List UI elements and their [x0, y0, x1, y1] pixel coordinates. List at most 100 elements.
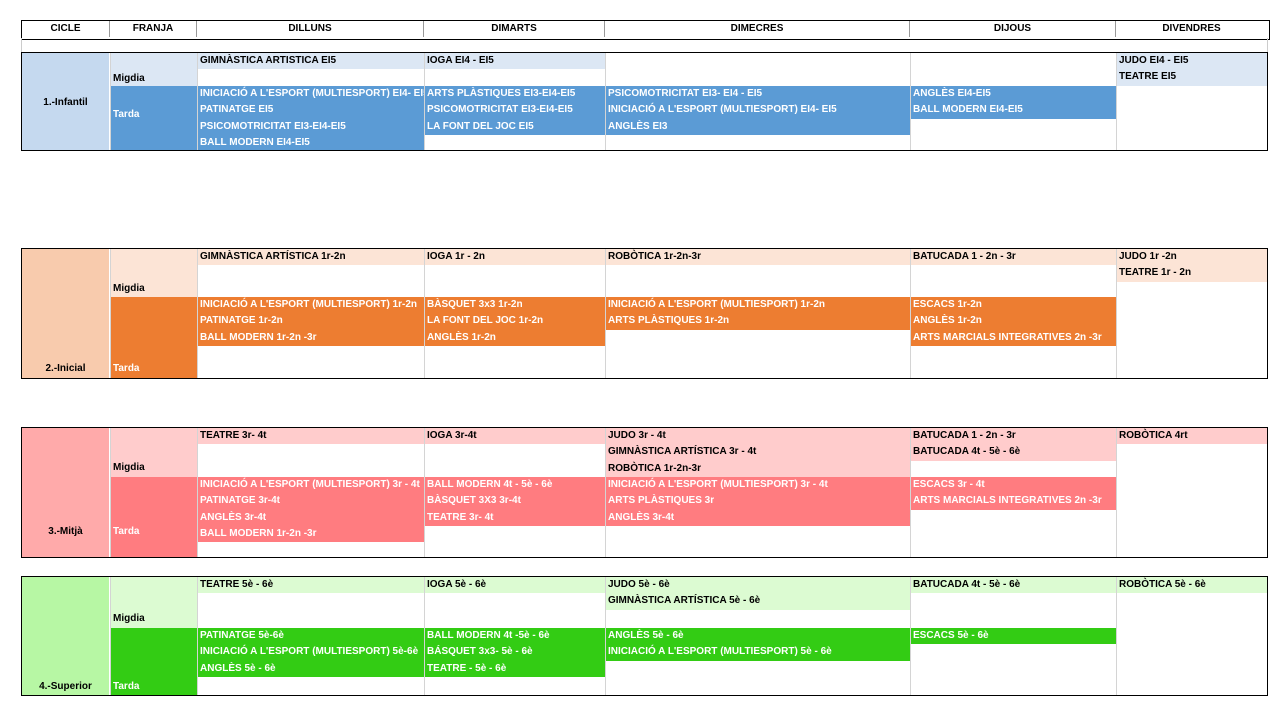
header-cicle: CICLE [22, 21, 110, 37]
afternoon-franja [110, 86, 197, 150]
midday-activity: GIMNÀSTICA ARTÍSTICA 3r - 4t [608, 446, 757, 458]
afternoon-activity: ANGLÈS 1r-2n [427, 331, 496, 343]
franja-tarda-label: Tarda [113, 526, 140, 537]
afternoon-activity: INICIACIÓ A L'ESPORT (MULTIESPORT) 1r-2n [200, 299, 418, 310]
midday-band [197, 428, 424, 445]
midday-activity: ROBÒTICA 1r-2n-3r [608, 251, 701, 262]
afternoon-activity: ANGLÈS 1r-2n [913, 315, 982, 327]
grid-line [110, 249, 111, 378]
afternoon-activity: TEATRE - 5è - 6è [427, 662, 507, 674]
grid-line [424, 428, 425, 557]
midday-franja [110, 53, 197, 86]
afternoon-activity: BALL MODERN EI4-EI5 [200, 136, 310, 148]
midday-band [424, 249, 605, 266]
afternoon-activity: PSICOMOTRICITAT EI3-EI4-EI5 [200, 120, 346, 132]
grid-line [1116, 249, 1117, 378]
afternoon-band [197, 477, 424, 543]
midday-activity: GIMNÀSTICA ARTÍSTICA 1r-2n [200, 251, 346, 262]
franja-tarda-label: Tarda [113, 681, 140, 692]
midday-band [910, 577, 1116, 594]
header-dimecres: DIMECRES [605, 21, 910, 37]
midday-activity: IOGA EI4 - EI5 [427, 55, 494, 66]
header-dilluns: DILLUNS [197, 21, 424, 37]
grid-line [197, 53, 198, 150]
franja-migdia-label: Migdia [113, 462, 145, 473]
afternoon-activity: ESCACS 5è - 6è [913, 630, 989, 641]
afternoon-activity: PATINATGE EI5 [200, 104, 274, 116]
afternoon-activity: ANGLÈS 5è - 6è [200, 662, 276, 674]
afternoon-activity: ANGLÈS 3r-4t [200, 511, 267, 523]
afternoon-franja [110, 297, 197, 378]
midday-activity: TEATRE EI5 [1119, 71, 1177, 83]
afternoon-band [424, 628, 605, 677]
afternoon-activity: ANGLÈS 3r-4t [608, 511, 675, 523]
afternoon-band [605, 628, 910, 661]
afternoon-band [605, 297, 910, 330]
midday-activity: TEATRE 5è - 6è [200, 579, 274, 590]
midday-activity: GIMNÀSTICA ARTÍSTICA 5è - 6è [608, 595, 761, 607]
midday-activity: IOGA 3r-4t [427, 430, 477, 441]
afternoon-activity: INICIACIÓ A L'ESPORT (MULTIESPORT) 5è - … [608, 646, 832, 658]
afternoon-activity: BÀSQUET 3x3 1r-2n [427, 299, 523, 310]
midday-activity: ROBÒTICA 5è - 6è [1119, 579, 1206, 590]
afternoon-franja [110, 628, 197, 695]
cycle-cell: 2.-Inicial [22, 249, 109, 378]
afternoon-activity: INICIACIÓ A L'ESPORT (MULTIESPORT) 3r - … [200, 479, 420, 490]
franja-tarda-label: Tarda [113, 109, 140, 120]
afternoon-activity: ANGLÈS 5è - 6è [608, 630, 684, 641]
franja-tarda-label: Tarda [113, 363, 140, 374]
afternoon-activity: BALL MODERN 1r-2n -3r [200, 331, 317, 343]
afternoon-activity: BALL MODERN 4t - 5è - 6è [427, 479, 553, 490]
midday-franja [110, 428, 197, 477]
grid-line [1116, 577, 1117, 695]
midday-activity: IOGA 1r - 2n [427, 251, 485, 262]
midday-band [197, 249, 424, 266]
grid-line [424, 53, 425, 150]
cycle-label: 2.-Inicial [45, 363, 86, 374]
midday-franja [110, 577, 197, 628]
afternoon-activity: INICIACIÓ A L'ESPORT (MULTIESPORT) 5è-6è [200, 646, 419, 658]
afternoon-activity: ARTS PLÀSTIQUES EI3-EI4-EI5 [427, 88, 576, 99]
afternoon-band [910, 297, 1116, 346]
grid-line [197, 428, 198, 557]
afternoon-activity: LA FONT DEL JOC 1r-2n [427, 315, 544, 327]
midday-activity: BATUCADA 4t - 5è - 6è [913, 579, 1021, 590]
grid-line [110, 577, 111, 695]
afternoon-band [605, 86, 910, 135]
cycle-label: 1.-Infantil [43, 97, 88, 108]
midday-activity: JUDO 3r - 4t [608, 430, 666, 441]
franja-migdia-label: Migdia [113, 613, 145, 624]
midday-band [605, 577, 910, 610]
midday-band [910, 428, 1116, 461]
header-franja: FRANJA [110, 21, 197, 37]
grid-line [605, 428, 606, 557]
midday-activity: BATUCADA 4t - 5è - 6è [913, 446, 1021, 458]
grid-line [424, 249, 425, 378]
grid-line [110, 53, 111, 150]
afternoon-activity: INICIACIÓ A L'ESPORT (MULTIESPORT) EI4- … [608, 104, 837, 116]
midday-activity: GIMNÀSTICA ARTISTICA EI5 [200, 55, 337, 66]
afternoon-band [424, 297, 605, 346]
afternoon-activity: BÁSQUET 3x3- 5è - 6è [427, 646, 533, 658]
midday-band [424, 53, 605, 70]
cycle-cell: 4.-Superior [22, 577, 109, 695]
afternoon-activity: TEATRE 3r- 4t [427, 511, 494, 523]
header-dijous: DIJOUS [910, 21, 1116, 37]
grid-line [910, 249, 911, 378]
afternoon-band [424, 477, 605, 526]
cycle-label: 3.-Mitjà [48, 526, 83, 537]
afternoon-franja [110, 477, 197, 557]
afternoon-band [605, 477, 910, 526]
midday-activity: BATUCADA 1 - 2n - 3r [913, 251, 1016, 262]
midday-band [424, 577, 605, 594]
afternoon-activity: PSICOMOTRICITAT EI3- EI4 - EI5 [608, 88, 763, 99]
afternoon-activity: BALL MODERN 4t -5è - 6è [427, 630, 550, 641]
afternoon-activity: PATINATGE 1r-2n [200, 315, 283, 327]
header-divendres: DIVENDRES [1162, 23, 1221, 34]
afternoon-activity: PATINATGE 3r-4t [200, 495, 281, 507]
afternoon-activity: BALL MODERN 1r-2n -3r [200, 527, 317, 539]
midday-activity: JUDO 1r -2n [1119, 251, 1177, 262]
cycle-label: 4.-Superior [39, 681, 92, 692]
grid-line [605, 53, 606, 150]
afternoon-activity: BALL MODERN EI4-EI5 [913, 104, 1023, 116]
